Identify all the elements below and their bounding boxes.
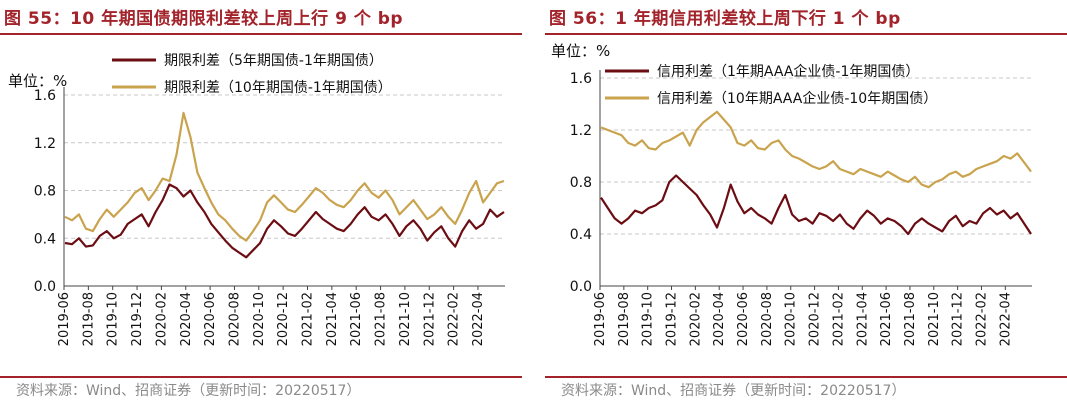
x-tick-label: 2019-10 bbox=[641, 292, 656, 346]
legend-label-1: 期限利差（5年期国债-1年期国债） bbox=[164, 53, 383, 69]
unit-label: 单位：% bbox=[551, 42, 610, 60]
x-tick-label: 2021-10 bbox=[927, 292, 942, 346]
x-tick-label: 2021-06 bbox=[879, 292, 894, 346]
y-tick-label: 0.0 bbox=[570, 279, 592, 295]
chart-panel-term-spread: 图 55：10 年期国债期限利差较上周上行 9 个 bp 0.0 0.4 0.8 1.… bbox=[0, 0, 522, 411]
y-tick-label: 1.6 bbox=[570, 71, 592, 87]
series-line-1 bbox=[600, 174, 1032, 236]
x-tick-label: 2020-08 bbox=[227, 292, 242, 346]
x-tick-label: 2020-12 bbox=[808, 292, 823, 346]
x-tick-label: 2020-10 bbox=[784, 292, 799, 346]
x-tick-label: 2020-02 bbox=[154, 292, 169, 346]
series-line-2 bbox=[64, 111, 505, 242]
y-tick-label: 0.8 bbox=[570, 175, 592, 191]
x-tick-label: 2019-12 bbox=[665, 292, 680, 346]
x-tick-label: 2021-06 bbox=[349, 292, 364, 346]
x-tick-label: 2022-04 bbox=[471, 292, 486, 346]
title-divider bbox=[545, 33, 1067, 35]
y-tick-label: 0.4 bbox=[34, 231, 56, 247]
x-tick-label: 2021-04 bbox=[325, 292, 340, 346]
x-tick-label: 2019-12 bbox=[130, 292, 145, 346]
y-tick-label: 0.4 bbox=[570, 227, 592, 243]
x-tick-label: 2020-06 bbox=[736, 292, 751, 346]
x-tick-label: 2021-04 bbox=[855, 292, 870, 346]
chart-panel-credit-spread: 图 56：1 年期信用利差较上周下行 1 个 bp 0.0 0.4 0.8 1.2 1.… bbox=[545, 0, 1067, 411]
x-tick-label: 2021-02 bbox=[831, 292, 846, 346]
x-tick-label: 2022-04 bbox=[998, 292, 1013, 346]
term-spread-chart: 0.0 0.4 0.8 1.2 1.6 2019-06 2019-08 2019-10 2019… bbox=[8, 53, 505, 346]
x-tick-label: 2019-08 bbox=[81, 292, 96, 346]
bottom-divider bbox=[545, 376, 1067, 378]
legend-label-2: 期限利差（10年期国债-1年期国债） bbox=[164, 80, 392, 96]
x-tick-label: 2021-08 bbox=[374, 292, 389, 346]
x-tick-label: 2021-12 bbox=[422, 292, 437, 346]
y-tick-label: 1.2 bbox=[570, 123, 592, 139]
bottom-divider bbox=[0, 376, 522, 378]
legend-label-1: 信用利差（1年期AAA企业债-1年期国债） bbox=[657, 63, 919, 80]
unit-label: 单位：% bbox=[8, 72, 67, 90]
y-tick-label: 1.2 bbox=[34, 136, 56, 152]
series-line-2 bbox=[600, 110, 1032, 189]
x-tick-label: 2020-06 bbox=[203, 292, 218, 346]
x-tick-label: 2021-12 bbox=[951, 292, 966, 346]
x-tick-label: 2019-06 bbox=[593, 292, 608, 346]
x-tick-label: 2021-08 bbox=[903, 292, 918, 346]
title-divider bbox=[0, 33, 522, 35]
legend-label-2: 信用利差（10年期AAA企业债-10年期国债） bbox=[657, 90, 937, 107]
x-tick-label: 2019-08 bbox=[617, 292, 632, 346]
source-note: 资料来源：Wind、招商证券（更新时间：20220517） bbox=[16, 383, 361, 399]
x-tick-label: 2020-02 bbox=[688, 292, 703, 346]
x-tick-label: 2021-10 bbox=[398, 292, 413, 346]
x-tick-label: 2019-10 bbox=[106, 292, 121, 346]
x-tick-label: 2020-04 bbox=[179, 292, 194, 346]
y-tick-label: 1.6 bbox=[34, 88, 56, 104]
y-tick-label: 0.8 bbox=[34, 184, 56, 200]
series-line-1 bbox=[64, 183, 505, 259]
x-tick-label: 2022-02 bbox=[974, 292, 989, 346]
x-tick-label: 2020-10 bbox=[252, 292, 267, 346]
x-tick-label: 2020-12 bbox=[276, 292, 291, 346]
y-tick-label: 0.0 bbox=[34, 279, 56, 295]
source-note: 资料来源：Wind、招商证券（更新时间：20220517） bbox=[561, 383, 906, 399]
credit-spread-chart: 0.0 0.4 0.8 1.2 1.6 2019-06 2019-08 2019-10 2019… bbox=[551, 42, 1032, 346]
x-tick-label: 2019-06 bbox=[57, 292, 72, 346]
x-tick-label: 2020-04 bbox=[712, 292, 727, 346]
x-tick-label: 2022-02 bbox=[447, 292, 462, 346]
chart-title: 图 56：1 年期信用利差较上周下行 1 个 bp bbox=[549, 9, 901, 29]
x-tick-label: 2021-02 bbox=[301, 292, 316, 346]
x-tick-label: 2020-08 bbox=[760, 292, 775, 346]
chart-title: 图 55：10 年期国债期限利差较上周上行 9 个 bp bbox=[4, 9, 404, 29]
